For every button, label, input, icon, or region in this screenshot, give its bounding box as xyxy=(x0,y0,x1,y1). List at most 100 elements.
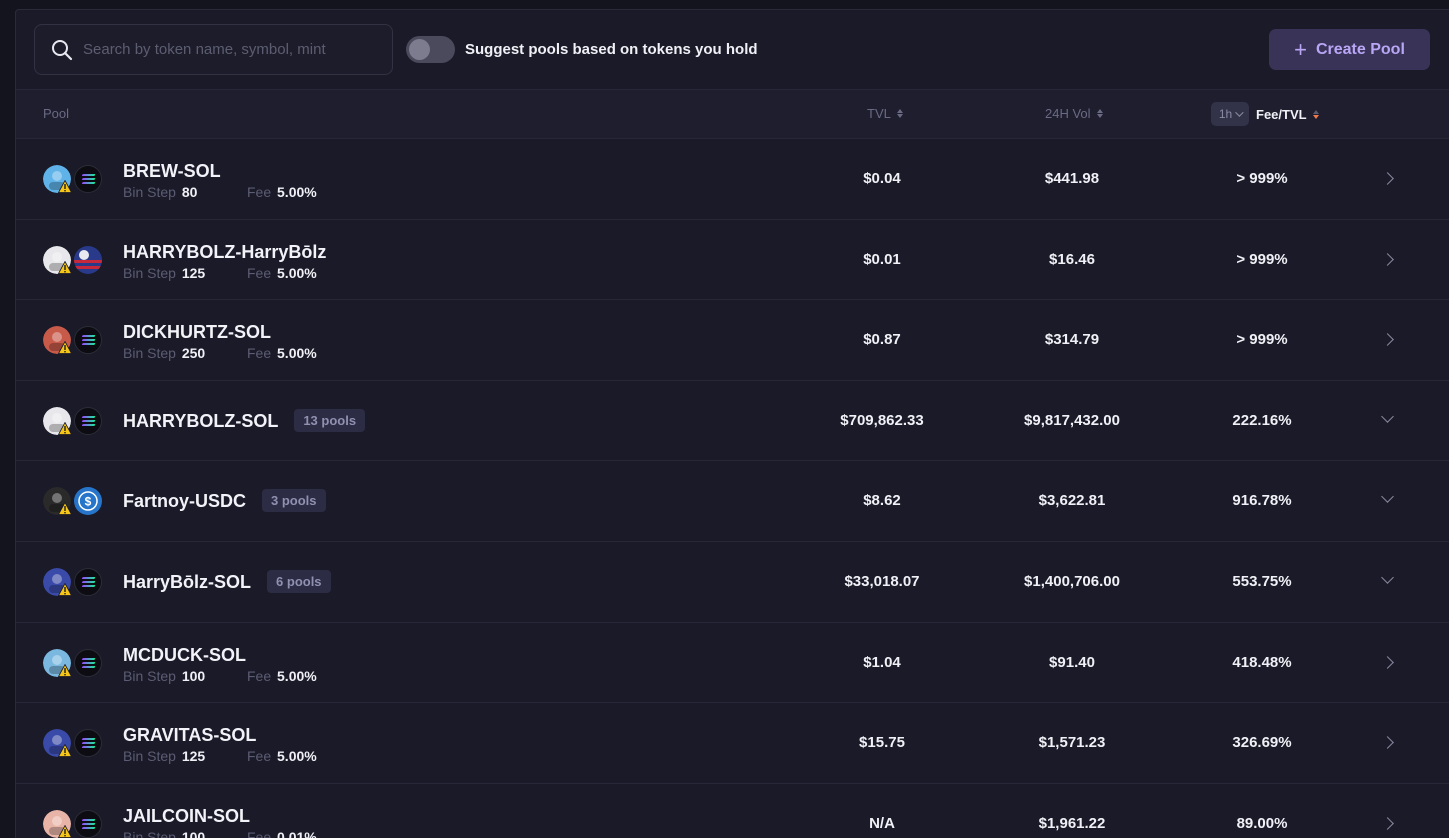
token-pair-icons xyxy=(43,567,103,596)
pair-label: HARRYBOLZ-HarryBōlz xyxy=(123,241,327,262)
solana-icon xyxy=(81,335,96,346)
solana-icon xyxy=(81,657,96,669)
column-header-tvl[interactable]: TVL xyxy=(867,106,903,121)
chevron-right-icon[interactable] xyxy=(1381,736,1394,750)
tvl-value: $0.87 xyxy=(863,331,901,349)
chevron-right-icon[interactable] xyxy=(1381,172,1394,185)
warning-icon xyxy=(58,582,72,596)
pool-row[interactable]: HARRYBOLZ-SOL 13 pools $709,862.33 $9,817… xyxy=(16,381,1449,462)
plus-icon: + xyxy=(1294,36,1307,62)
tvl-value: $33,018.07 xyxy=(844,572,920,590)
pair-label: JAILCOIN-SOL xyxy=(123,805,251,826)
pool-row[interactable]: $ Fartnoy-USDC 3 pools $8.62 $3,622.81 91… xyxy=(16,461,1449,542)
bin-step-label: Bin Step xyxy=(123,828,176,838)
fee-value: 5.00% xyxy=(277,748,317,765)
fee-label: Fee xyxy=(247,667,272,684)
pair-label: GRAVITAS-SOL xyxy=(123,725,257,746)
pool-row[interactable]: HARRYBOLZ-HarryBōlz Bin Step 125 Fee 5.00… xyxy=(16,220,1449,301)
24h-vol-value: $1,571.23 xyxy=(1038,734,1106,752)
bin-step-value: 100 xyxy=(181,667,206,684)
pool-count-badge: 13 pools xyxy=(294,408,366,432)
bin-step-label: Bin Step xyxy=(123,345,176,362)
suggest-pools-toggle-row: Suggest pools based on tokens you hold xyxy=(406,36,758,63)
pool-pair-name: BREW-SOL xyxy=(123,161,317,182)
bin-step: Bin Step 100 xyxy=(123,668,247,684)
pool-pair-name: MCDUCK-SOL xyxy=(123,645,317,666)
sort-icon xyxy=(896,109,903,118)
pool-row[interactable]: JAILCOIN-SOL Bin Step 100 Fee 0.01% N/A $… xyxy=(16,784,1449,838)
fee: Fee 5.00% xyxy=(247,265,317,281)
tvl-header-label: TVL xyxy=(867,106,891,121)
pair-label: Fartnoy-USDC xyxy=(123,491,247,512)
token-pair-icons: $ xyxy=(43,487,103,516)
vol-header-label: 24H Vol xyxy=(1045,106,1091,121)
24h-vol-value: $1,961.22 xyxy=(1038,814,1106,832)
pool-name-block: HARRYBOLZ-HarryBōlz Bin Step 125 Fee 5.00… xyxy=(123,242,326,281)
fee: Fee 5.00% xyxy=(247,748,317,764)
pool-row[interactable]: MCDUCK-SOL Bin Step 100 Fee 5.00% $1.04 $… xyxy=(16,623,1449,704)
create-pool-button[interactable]: + Create Pool xyxy=(1269,29,1430,70)
warning-icon xyxy=(58,744,72,758)
pool-meta: Bin Step 80 Fee 5.00% xyxy=(123,184,317,200)
pool-row[interactable]: DICKHURTZ-SOL Bin Step 250 Fee 5.00% $0.8… xyxy=(16,300,1449,381)
flag-token-icon xyxy=(74,249,102,269)
pool-name-block: GRAVITAS-SOL Bin Step 125 Fee 5.00% xyxy=(123,725,317,764)
tvl-value: $709,862.33 xyxy=(840,411,924,429)
search-icon xyxy=(52,39,73,60)
search-input[interactable] xyxy=(83,41,373,58)
token-pair-icons xyxy=(43,809,103,838)
pool-row[interactable]: GRAVITAS-SOL Bin Step 125 Fee 5.00% $15.7… xyxy=(16,703,1449,784)
warning-icon xyxy=(58,180,72,193)
fee: Fee 5.00% xyxy=(247,668,317,684)
pool-pair-name: HARRYBOLZ-HarryBōlz xyxy=(123,242,326,263)
pool-name-block: HarryBōlz-SOL 6 pools xyxy=(123,569,331,593)
period-select[interactable]: 1h xyxy=(1211,102,1249,126)
chevron-right-icon[interactable] xyxy=(1381,655,1394,669)
fee-label: Fee xyxy=(247,748,272,765)
bin-step-value: 125 xyxy=(181,264,206,281)
fee-tvl-value: > 999% xyxy=(1236,331,1288,349)
pair-label: BREW-SOL xyxy=(123,161,221,181)
column-header-24h-vol[interactable]: 24H Vol xyxy=(1045,106,1103,121)
24h-vol-value: $16.46 xyxy=(1049,250,1095,268)
bin-step-label: Bin Step xyxy=(123,748,176,765)
tvl-value: $1.04 xyxy=(863,653,901,671)
bin-step-label: Bin Step xyxy=(123,264,176,281)
chevron-down-icon[interactable] xyxy=(1381,409,1394,423)
chevron-down-icon[interactable] xyxy=(1381,490,1394,504)
24h-vol-value: $91.40 xyxy=(1049,653,1095,671)
fee-tvl-header-label[interactable]: Fee/TVL xyxy=(1256,106,1307,122)
pool-pair-name: JAILCOIN-SOL xyxy=(123,806,317,827)
pool-pair-name: Fartnoy-USDC 3 pools xyxy=(123,489,326,513)
pool-meta: Bin Step 125 Fee 5.00% xyxy=(123,748,317,764)
pool-pair-name: HARRYBOLZ-SOL 13 pools xyxy=(123,408,366,432)
tvl-value: $0.01 xyxy=(863,250,901,268)
pair-label: HarryBōlz-SOL xyxy=(123,571,252,592)
pool-meta: Bin Step 100 Fee 0.01% xyxy=(123,829,317,838)
pool-row[interactable]: BREW-SOL Bin Step 80 Fee 5.00% $0.04 $441… xyxy=(16,139,1449,220)
pools-panel: Suggest pools based on tokens you hold +… xyxy=(15,9,1449,838)
bin-step: Bin Step 250 xyxy=(123,345,247,361)
pool-name-block: DICKHURTZ-SOL Bin Step 250 Fee 5.00% xyxy=(123,322,317,361)
warning-icon xyxy=(58,341,72,355)
fee-tvl-value: 222.16% xyxy=(1232,411,1292,429)
chevron-right-icon[interactable] xyxy=(1381,252,1394,266)
chevron-right-icon[interactable] xyxy=(1381,816,1394,830)
token-pair-icons xyxy=(43,406,103,435)
chevron-down-icon[interactable] xyxy=(1381,571,1394,584)
suggest-pools-toggle[interactable] xyxy=(406,36,455,63)
pool-meta: Bin Step 250 Fee 5.00% xyxy=(123,345,317,361)
token-b-icon xyxy=(74,406,102,435)
bin-step: Bin Step 125 xyxy=(123,265,247,281)
fee-value: 5.00% xyxy=(277,345,317,362)
chevron-right-icon[interactable] xyxy=(1381,333,1394,347)
bin-step-label: Bin Step xyxy=(123,184,176,200)
pool-row[interactable]: HarryBōlz-SOL 6 pools $33,018.07 $1,400,7… xyxy=(16,542,1449,623)
24h-vol-value: $314.79 xyxy=(1044,331,1100,349)
search-box[interactable] xyxy=(34,24,393,75)
fee: Fee 5.00% xyxy=(247,184,317,200)
bin-step-value: 125 xyxy=(181,748,206,765)
fee-value: 0.01% xyxy=(277,828,317,838)
fee-label: Fee xyxy=(247,264,272,281)
24h-vol-value: $441.98 xyxy=(1044,170,1100,187)
